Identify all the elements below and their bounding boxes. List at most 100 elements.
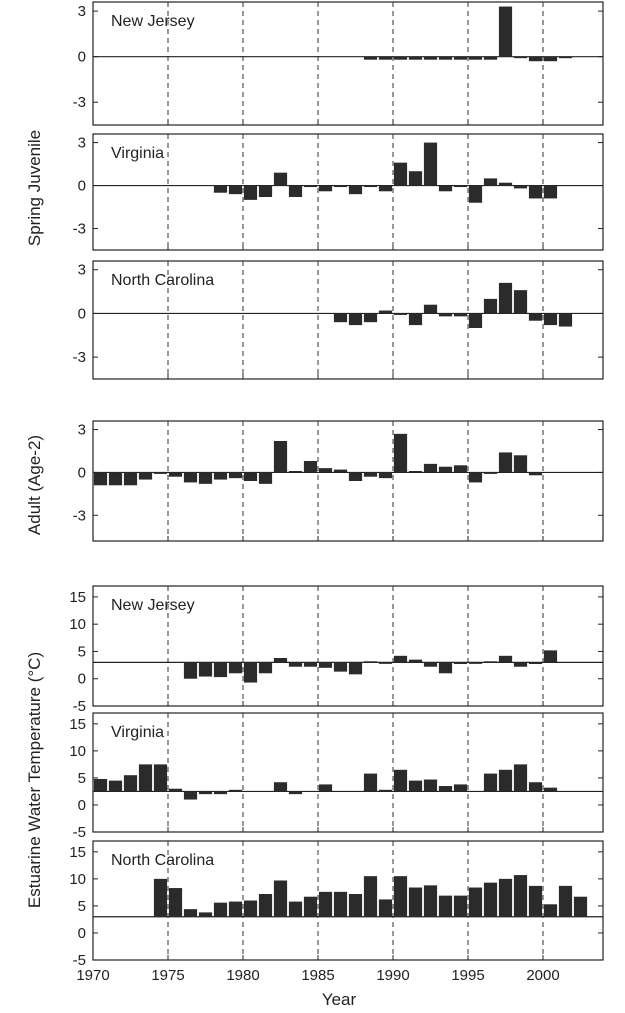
bar-adult-1972: 1972: -0.9 [123,472,138,486]
bar-juv-nj-1991: 1991: -0.2 [408,56,423,60]
bar-temp-nj-1985: 1985: 2 [318,662,333,668]
bar-temp-va-1985: 1985: 3.8 [318,784,333,792]
bar-juv-va-1991: 1991: 1 [408,171,423,186]
bar-temp-nc-1997: 1997: 10 [498,878,513,917]
bar-temp-nj-1981: 1981: 1 [258,662,273,674]
bar-temp-nj-1998: 1998: 2.2 [513,662,528,667]
bar-temp-nc-1994: 1994: 6.9 [453,895,468,917]
y-tick-label: 0 [78,464,86,481]
bar-temp-va-1999: 1999: 4.2 [528,782,543,792]
bar-juv-nc-1990: 1990: -0.1 [393,313,408,315]
panel-juv-nj: 3 0 -3 1988: -0.21989: -0.21990: -0.21991: … [73,1,604,126]
y-tick-label: 3 [78,3,86,20]
bar-adult-1994: 1994: 0.5 [453,465,468,473]
bar-adult-1989: 1989: -0.4 [378,472,393,479]
bar-temp-nj-1986: 1986: 1.3 [333,662,348,672]
bar-juv-nc-1989: 1989: 0.2 [378,310,393,314]
bar-adult-1993: 1993: 0.4 [438,466,453,473]
bar-juv-va-1981: 1981: -0.8 [258,185,273,198]
bar-juv-nj-1996: 1996: -0.2 [483,56,498,60]
panel-title-juv-nc: North Carolina [111,272,214,289]
bar-adult-1985: 1985: 0.3 [318,468,333,473]
y-tick-label: 5 [78,643,86,660]
bar-temp-nj-1991: 1991: 3.5 [408,659,423,663]
bar-adult-1998: 1998: 1.2 [513,455,528,473]
bar-juv-va-1983: 1983: -0.8 [288,185,303,198]
bar-temp-nj-1984: 1984: 2.2 [303,662,318,667]
bar-juv-nc-1988: 1988: -0.6 [363,313,378,323]
panel-title-temp-va: Virginia [111,724,164,741]
x-tick-label-1985: 1985 [301,967,334,984]
bar-adult-1981: 1981: -0.8 [258,472,273,484]
bar-temp-nc-1990: 1990: 10.5 [393,876,408,917]
bar-temp-va-1990: 1990: 6.5 [393,769,408,792]
bar-temp-nc-1996: 1996: 9.3 [483,882,498,917]
panel-frame [92,133,604,251]
bar-temp-va-1991: 1991: 4.5 [408,780,423,792]
bar-juv-va-1987: 1987: -0.6 [348,185,363,195]
bar-temp-nc-1984: 1984: 6.7 [303,896,318,917]
x-tick-label-1980: 1980 [226,967,259,984]
y-tick-label: 0 [78,797,86,814]
bar-juv-nj-2000: 2000: -0.3 [543,56,558,62]
panel-title-juv-va: Virginia [111,145,164,162]
bar-temp-nc-2000: 2000: 5.3 [543,904,558,917]
bar-temp-nc-1979: 1979: 5.8 [228,901,243,917]
bar-temp-nj-1982: 1982: 3.8 [273,658,288,663]
bar-temp-va-1993: 1993: 3.5 [438,786,453,792]
panel-temp-nj: 15 10 5 0 -5 1976: 01977: 0.41978: 0.31979: 1… [69,585,604,715]
bar-temp-va-1992: 1992: 4.7 [423,779,438,792]
bar-temp-nc-1987: 1987: 7.2 [348,894,363,917]
bar-temp-nc-1978: 1978: 5.6 [213,902,228,917]
bar-juv-nj-2001: 2001: -0.1 [558,56,573,59]
bar-temp-va-1988: 1988: 5.8 [363,773,378,792]
bar-juv-va-2000: 2000: -0.9 [543,185,558,199]
y-tick-label: -5 [73,824,86,841]
y-tick-label: -5 [73,698,86,715]
bar-adult-1984: 1984: 0.8 [303,461,318,473]
bar-adult-1983: 1983: 0.1 [288,471,303,473]
bar-temp-nj-1990: 1990: 4.2 [393,655,408,663]
y-tick-label: 5 [78,898,86,915]
bar-juv-nj-1988: 1988: -0.2 [363,56,378,60]
x-tick-label-1990: 1990 [376,967,409,984]
bar-temp-nc-1999: 1999: 8.7 [528,885,543,917]
bar-juv-nj-1993: 1993: -0.2 [438,56,453,60]
panel-adult: 3 0 -3 1970: -0.91971: -0.91972: -0.91973: … [73,420,604,542]
bar-temp-nj-1979: 1979: 1 [228,662,243,674]
bar-temp-va-1994: 1994: 3.8 [453,784,468,792]
bar-juv-va-1985: 1985: -0.4 [318,185,333,192]
bar-juv-nj-1992: 1992: -0.2 [423,56,438,60]
y-tick-label: -3 [73,221,86,238]
panel-title-temp-nc: North Carolina [111,852,214,869]
x-axis-tick-labels: 1970 1975 1980 1985 1990 1995 2000 [76,967,559,984]
bar-juv-va-1982: 1982: 0.9 [273,172,288,186]
bar-adult-1996: 1996: 0 [483,472,498,474]
bar-juv-nj-1999: 1999: -0.3 [528,56,543,62]
bar-juv-nc-1987: 1987: -0.8 [348,313,363,326]
bar-temp-va-1975: 1975: 3 [168,788,183,792]
bar-temp-nj-1993: 1993: 1 [438,662,453,674]
bar-juv-va-1979: 1979: -0.6 [228,185,243,195]
bar-juv-nj-1995: 1995: -0.2 [468,56,483,60]
bar-temp-nj-1980: 1980: -0.7 [243,662,258,683]
bar-temp-nc-1992: 1992: 8.8 [423,885,438,917]
bar-temp-va-1998: 1998: 7.5 [513,764,528,792]
panel-title-temp-nj: New Jersey [111,597,195,614]
bar-temp-va-1974: 1974: 7.5 [153,764,168,792]
bar-juv-va-1978: 1978: -0.5 [213,185,228,193]
bar-temp-va-1979: 1979: 2.8 [228,789,243,792]
bar-juv-nc-1991: 1991: -0.8 [408,313,423,326]
panel-frame [92,585,604,707]
bar-temp-nc-1985: 1985: 7.6 [318,891,333,917]
y-axis-label-temperature: Estuarine Water Temperature (°C) [25,652,44,908]
bar-temp-nj-1987: 1987: 0.8 [348,662,363,675]
bar-juv-va-1998: 1998: -0.2 [513,185,528,189]
bar-juv-va-1999: 1999: -0.9 [528,185,543,199]
bar-juv-va-1988: 1988: 0 [363,185,378,188]
bar-temp-va-1983: 1983: 2 [288,791,303,795]
y-axis-label-spring-juvenile: Spring Juvenile [25,130,44,246]
bar-temp-nc-1993: 1993: 6.9 [438,895,453,917]
bar-juv-nj-1989: 1989: -0.2 [378,56,393,60]
bar-adult-1986: 1986: 0.2 [333,469,348,473]
